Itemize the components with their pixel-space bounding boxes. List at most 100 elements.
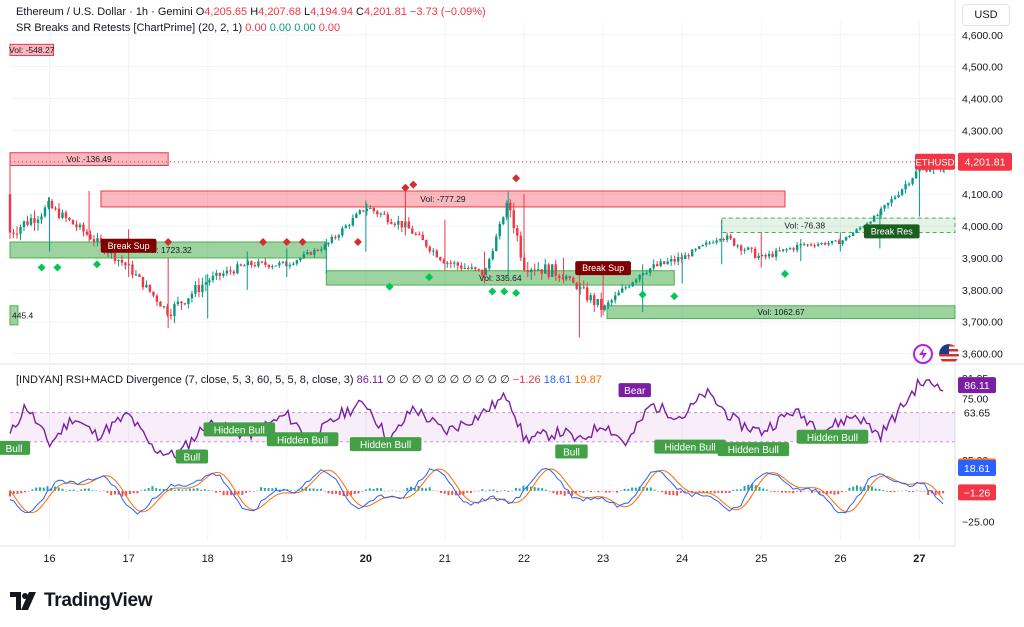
candle-body bbox=[834, 240, 837, 242]
macd-hist-bar bbox=[844, 490, 847, 492]
candle-body bbox=[526, 270, 529, 273]
macd-hist-bar bbox=[31, 489, 34, 491]
macd-hist-bar bbox=[166, 489, 169, 491]
lower-indicator-legend[interactable]: [INDYAN] RSI+MACD Divergence (7, close, … bbox=[16, 373, 602, 386]
macd-hist-bar bbox=[878, 489, 881, 491]
macd-hist-bar bbox=[514, 487, 517, 491]
candle-body bbox=[36, 219, 40, 223]
macd-hist-bar bbox=[698, 490, 701, 493]
support-diamond-marker bbox=[500, 287, 509, 296]
candle-body bbox=[309, 252, 313, 255]
candle-body bbox=[421, 234, 425, 241]
currency-button[interactable]: USD bbox=[962, 4, 1010, 26]
candle-body bbox=[85, 231, 89, 235]
macd-hist-bar bbox=[95, 490, 98, 492]
support-diamond-marker bbox=[488, 287, 497, 296]
macd-hist-bar bbox=[586, 490, 589, 492]
candle-body bbox=[344, 225, 348, 229]
macd-hist-bar bbox=[825, 490, 828, 495]
tradingview-mark-icon bbox=[10, 592, 36, 610]
divergence-label-box bbox=[717, 442, 790, 457]
macd-hist-bar bbox=[12, 490, 15, 495]
tradingview-logo[interactable]: TradingView bbox=[10, 590, 153, 612]
macd-hist-bar bbox=[316, 488, 319, 491]
candle-body bbox=[239, 264, 243, 266]
candle-body bbox=[75, 224, 78, 228]
macd-hist-bar bbox=[248, 490, 251, 492]
macd-hist-bar bbox=[275, 487, 278, 491]
candle-body bbox=[400, 221, 404, 228]
macd-hist-bar bbox=[739, 489, 742, 491]
open-value: 4,205.65 bbox=[204, 6, 248, 18]
candle-body bbox=[848, 236, 851, 238]
candle-body bbox=[600, 298, 603, 310]
candle-body bbox=[204, 282, 208, 285]
close-value: 4,201.81 bbox=[364, 6, 407, 18]
resistance-diamond-marker bbox=[298, 238, 307, 247]
lightning-icon[interactable] bbox=[913, 344, 933, 364]
macd-hist-bar bbox=[709, 490, 712, 493]
indicator-tick-label: 75.00 bbox=[962, 394, 988, 406]
macd-hist-bar bbox=[361, 490, 364, 492]
candle-body bbox=[376, 211, 379, 215]
macd-hist-bar bbox=[353, 490, 356, 495]
candle-body bbox=[767, 253, 771, 257]
candle-body bbox=[890, 198, 893, 203]
break-signal-label-box bbox=[100, 238, 157, 253]
macd-hist-bar bbox=[233, 490, 236, 495]
macd-hist-bar bbox=[271, 488, 274, 491]
macd-hist-bar bbox=[582, 490, 585, 493]
candle-body bbox=[795, 245, 799, 250]
candle-body bbox=[145, 284, 148, 288]
macd-hist-bar bbox=[601, 490, 604, 492]
zone-volume-label: Vol: 1723.32 bbox=[145, 245, 193, 255]
macd-hist-bar bbox=[451, 490, 454, 495]
macd-hist-bar bbox=[20, 490, 23, 494]
candle-body bbox=[495, 236, 498, 252]
candle-body bbox=[194, 285, 197, 294]
sr-zone bbox=[606, 305, 956, 320]
change-value: −3.73 (−0.09%) bbox=[409, 6, 486, 18]
candle-body bbox=[411, 228, 414, 234]
indicator-value-2: 0.00 bbox=[269, 22, 292, 34]
macd-hist-bar bbox=[143, 489, 146, 491]
macd-hist-bar bbox=[897, 490, 900, 492]
candle-body bbox=[879, 208, 883, 216]
macd-hist-bar bbox=[616, 490, 619, 493]
candle-body bbox=[928, 168, 932, 172]
candle-body bbox=[71, 219, 75, 225]
candle-body bbox=[544, 264, 547, 274]
macd-hist-bar bbox=[810, 490, 813, 493]
macd-hist-bar bbox=[766, 489, 769, 491]
candle-body bbox=[638, 274, 641, 280]
candle-body bbox=[837, 240, 841, 245]
macd-hist-bar bbox=[788, 490, 791, 493]
candle-body bbox=[488, 259, 491, 269]
indicator-value-tag bbox=[958, 459, 996, 476]
lower-indicator-name: [INDYAN] RSI+MACD Divergence (7, close, … bbox=[16, 374, 354, 386]
indicator-legend[interactable]: SR Breaks and Retests [ChartPrime] (20, … bbox=[16, 22, 340, 34]
candle-body bbox=[50, 200, 54, 209]
price-tick-label: 3,600.00 bbox=[962, 349, 1003, 361]
candle-body bbox=[124, 262, 127, 266]
candle-body bbox=[862, 226, 865, 228]
us-flag-icon[interactable] bbox=[939, 344, 959, 364]
macd-hist-bar bbox=[323, 490, 326, 492]
divergence-label-box bbox=[654, 439, 726, 454]
macd-hist-bar bbox=[245, 490, 248, 493]
macd-hist-bar bbox=[818, 490, 821, 495]
candle-body bbox=[617, 292, 620, 296]
candle-body bbox=[718, 239, 722, 241]
macd-hist-bar bbox=[147, 488, 150, 491]
candle-body bbox=[516, 228, 519, 236]
candle-body bbox=[792, 248, 795, 250]
macd-hist-bar bbox=[200, 489, 203, 491]
candle-body bbox=[166, 306, 169, 315]
macd-hist-bar bbox=[128, 490, 131, 495]
macd-hist-bar bbox=[919, 490, 922, 492]
macd-hist-bar bbox=[80, 489, 83, 491]
support-diamond-marker bbox=[670, 292, 679, 301]
macd-hist-bar bbox=[870, 486, 873, 491]
macd-hist-bar bbox=[477, 490, 480, 492]
candle-body bbox=[456, 262, 459, 266]
